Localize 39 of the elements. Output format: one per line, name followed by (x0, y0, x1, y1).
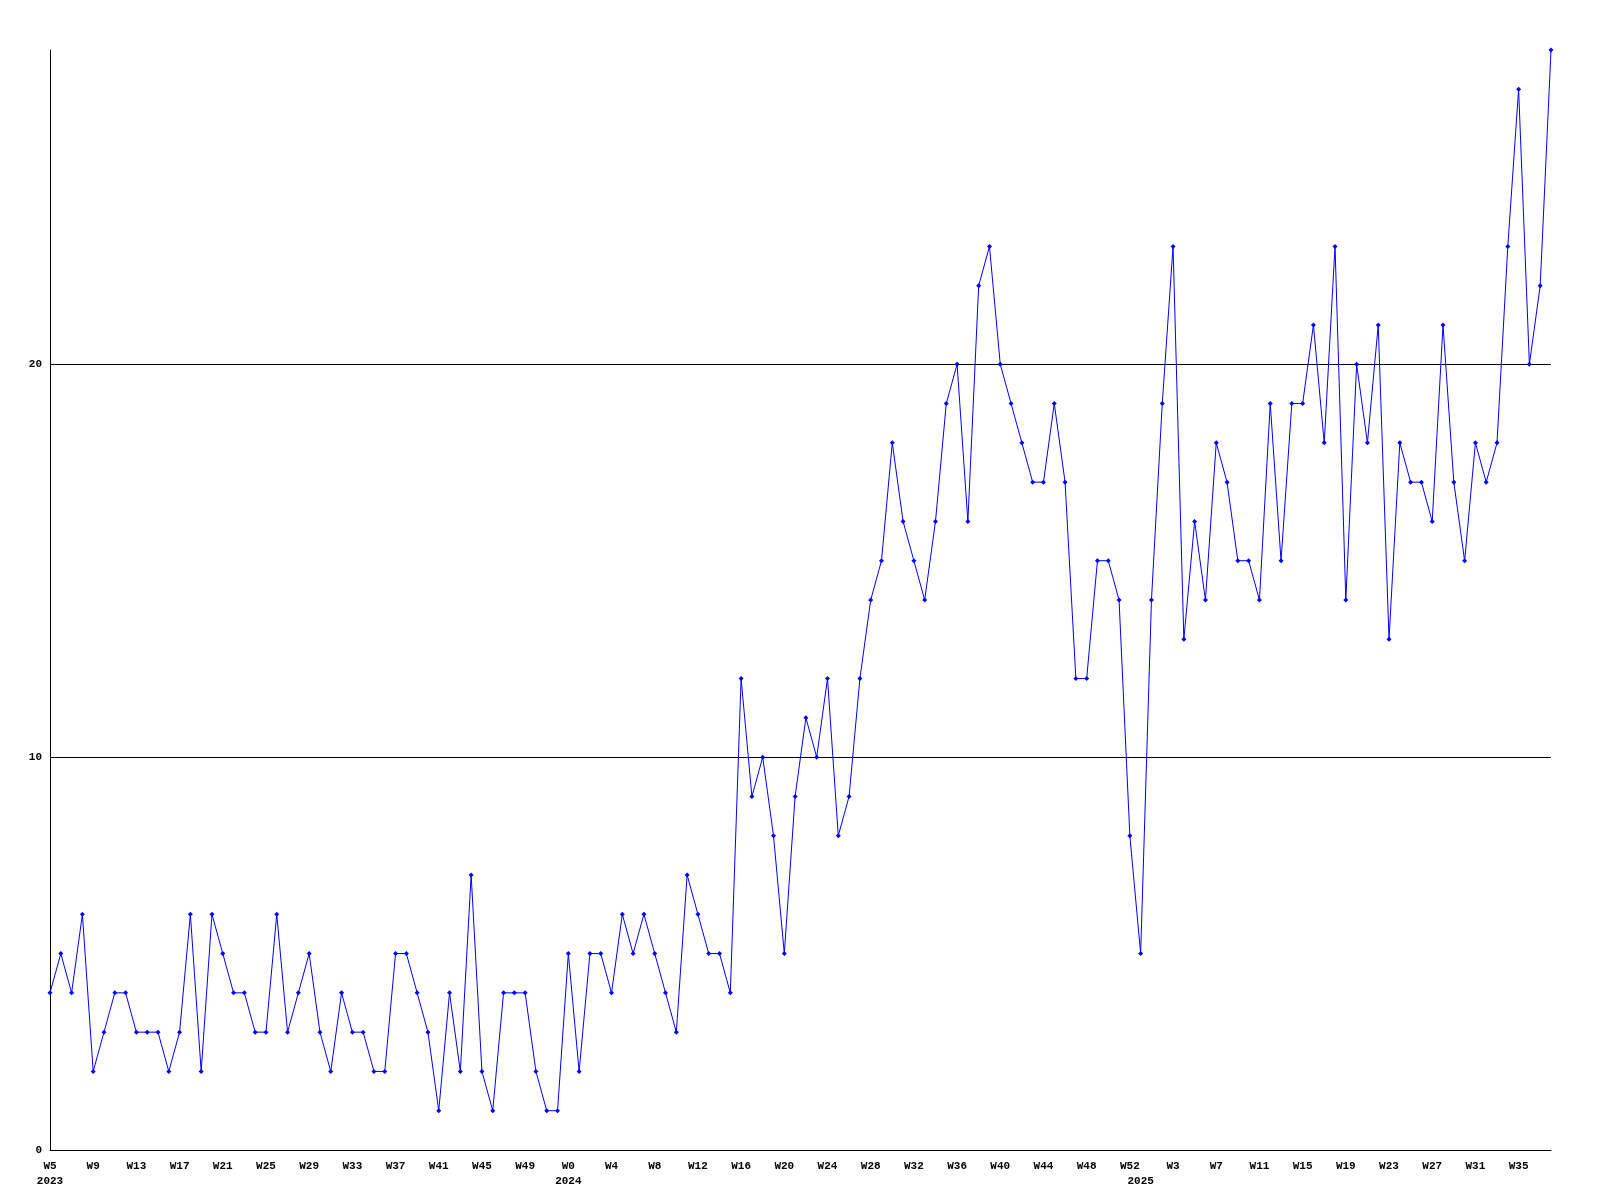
x-tick-label: W33 (342, 1159, 363, 1172)
x-tick-label: W40 (990, 1159, 1011, 1172)
x-tick-label: W29 (299, 1159, 320, 1172)
x-tick-label: W27 (1422, 1159, 1443, 1172)
x-tick-label: W7 (1209, 1159, 1223, 1172)
y-tick-label: 0 (35, 1144, 42, 1156)
x-tick-label: W49 (515, 1159, 536, 1172)
x-tick-label: W31 (1465, 1159, 1486, 1172)
x-tick-label: W24 (817, 1159, 838, 1172)
x-tick-label: W3 (1166, 1159, 1181, 1172)
x-tick-label: W32 (903, 1159, 924, 1172)
x-tick-label: W19 (1335, 1159, 1356, 1172)
x-tick-label: W41 (428, 1159, 450, 1172)
y-tick-label: 10 (28, 751, 42, 764)
x-tick-label: W21 (212, 1159, 234, 1172)
x-tick-label: 2025 (1127, 1174, 1155, 1187)
x-tick-label: W28 (860, 1159, 881, 1172)
x-tick-label: W52 (1119, 1159, 1140, 1172)
x-tick-label: W11 (1249, 1159, 1270, 1172)
x-tick-label: W45 (472, 1159, 493, 1172)
x-tick-label: W5 2023 (36, 1159, 64, 1187)
x-tick-label: W23 (1379, 1159, 1400, 1172)
x-tick-label: W48 (1076, 1159, 1097, 1172)
x-tick-label: W17 (169, 1159, 190, 1172)
x-tick-label: W25 (256, 1159, 277, 1172)
x-tick-label: W15 (1292, 1159, 1313, 1172)
x-tick-label: W9 (86, 1159, 100, 1172)
x-tick-label: W8 (648, 1159, 662, 1172)
x-tick-label: W35 (1508, 1159, 1529, 1172)
y-tick-label: 20 (28, 358, 42, 371)
x-tick-label: W13 (126, 1159, 147, 1172)
x-tick-label: W16 (731, 1159, 752, 1172)
x-tick-label: W12 (688, 1159, 708, 1172)
x-tick-label: W4 (604, 1159, 619, 1172)
x-tick-label: W0 2024 (555, 1159, 582, 1187)
x-tick-label: W44 (1033, 1159, 1054, 1172)
x-tick-label: W37 (385, 1159, 406, 1172)
x-tick-label: W36 (947, 1159, 967, 1172)
x-tick-label: W20 (774, 1159, 795, 1172)
